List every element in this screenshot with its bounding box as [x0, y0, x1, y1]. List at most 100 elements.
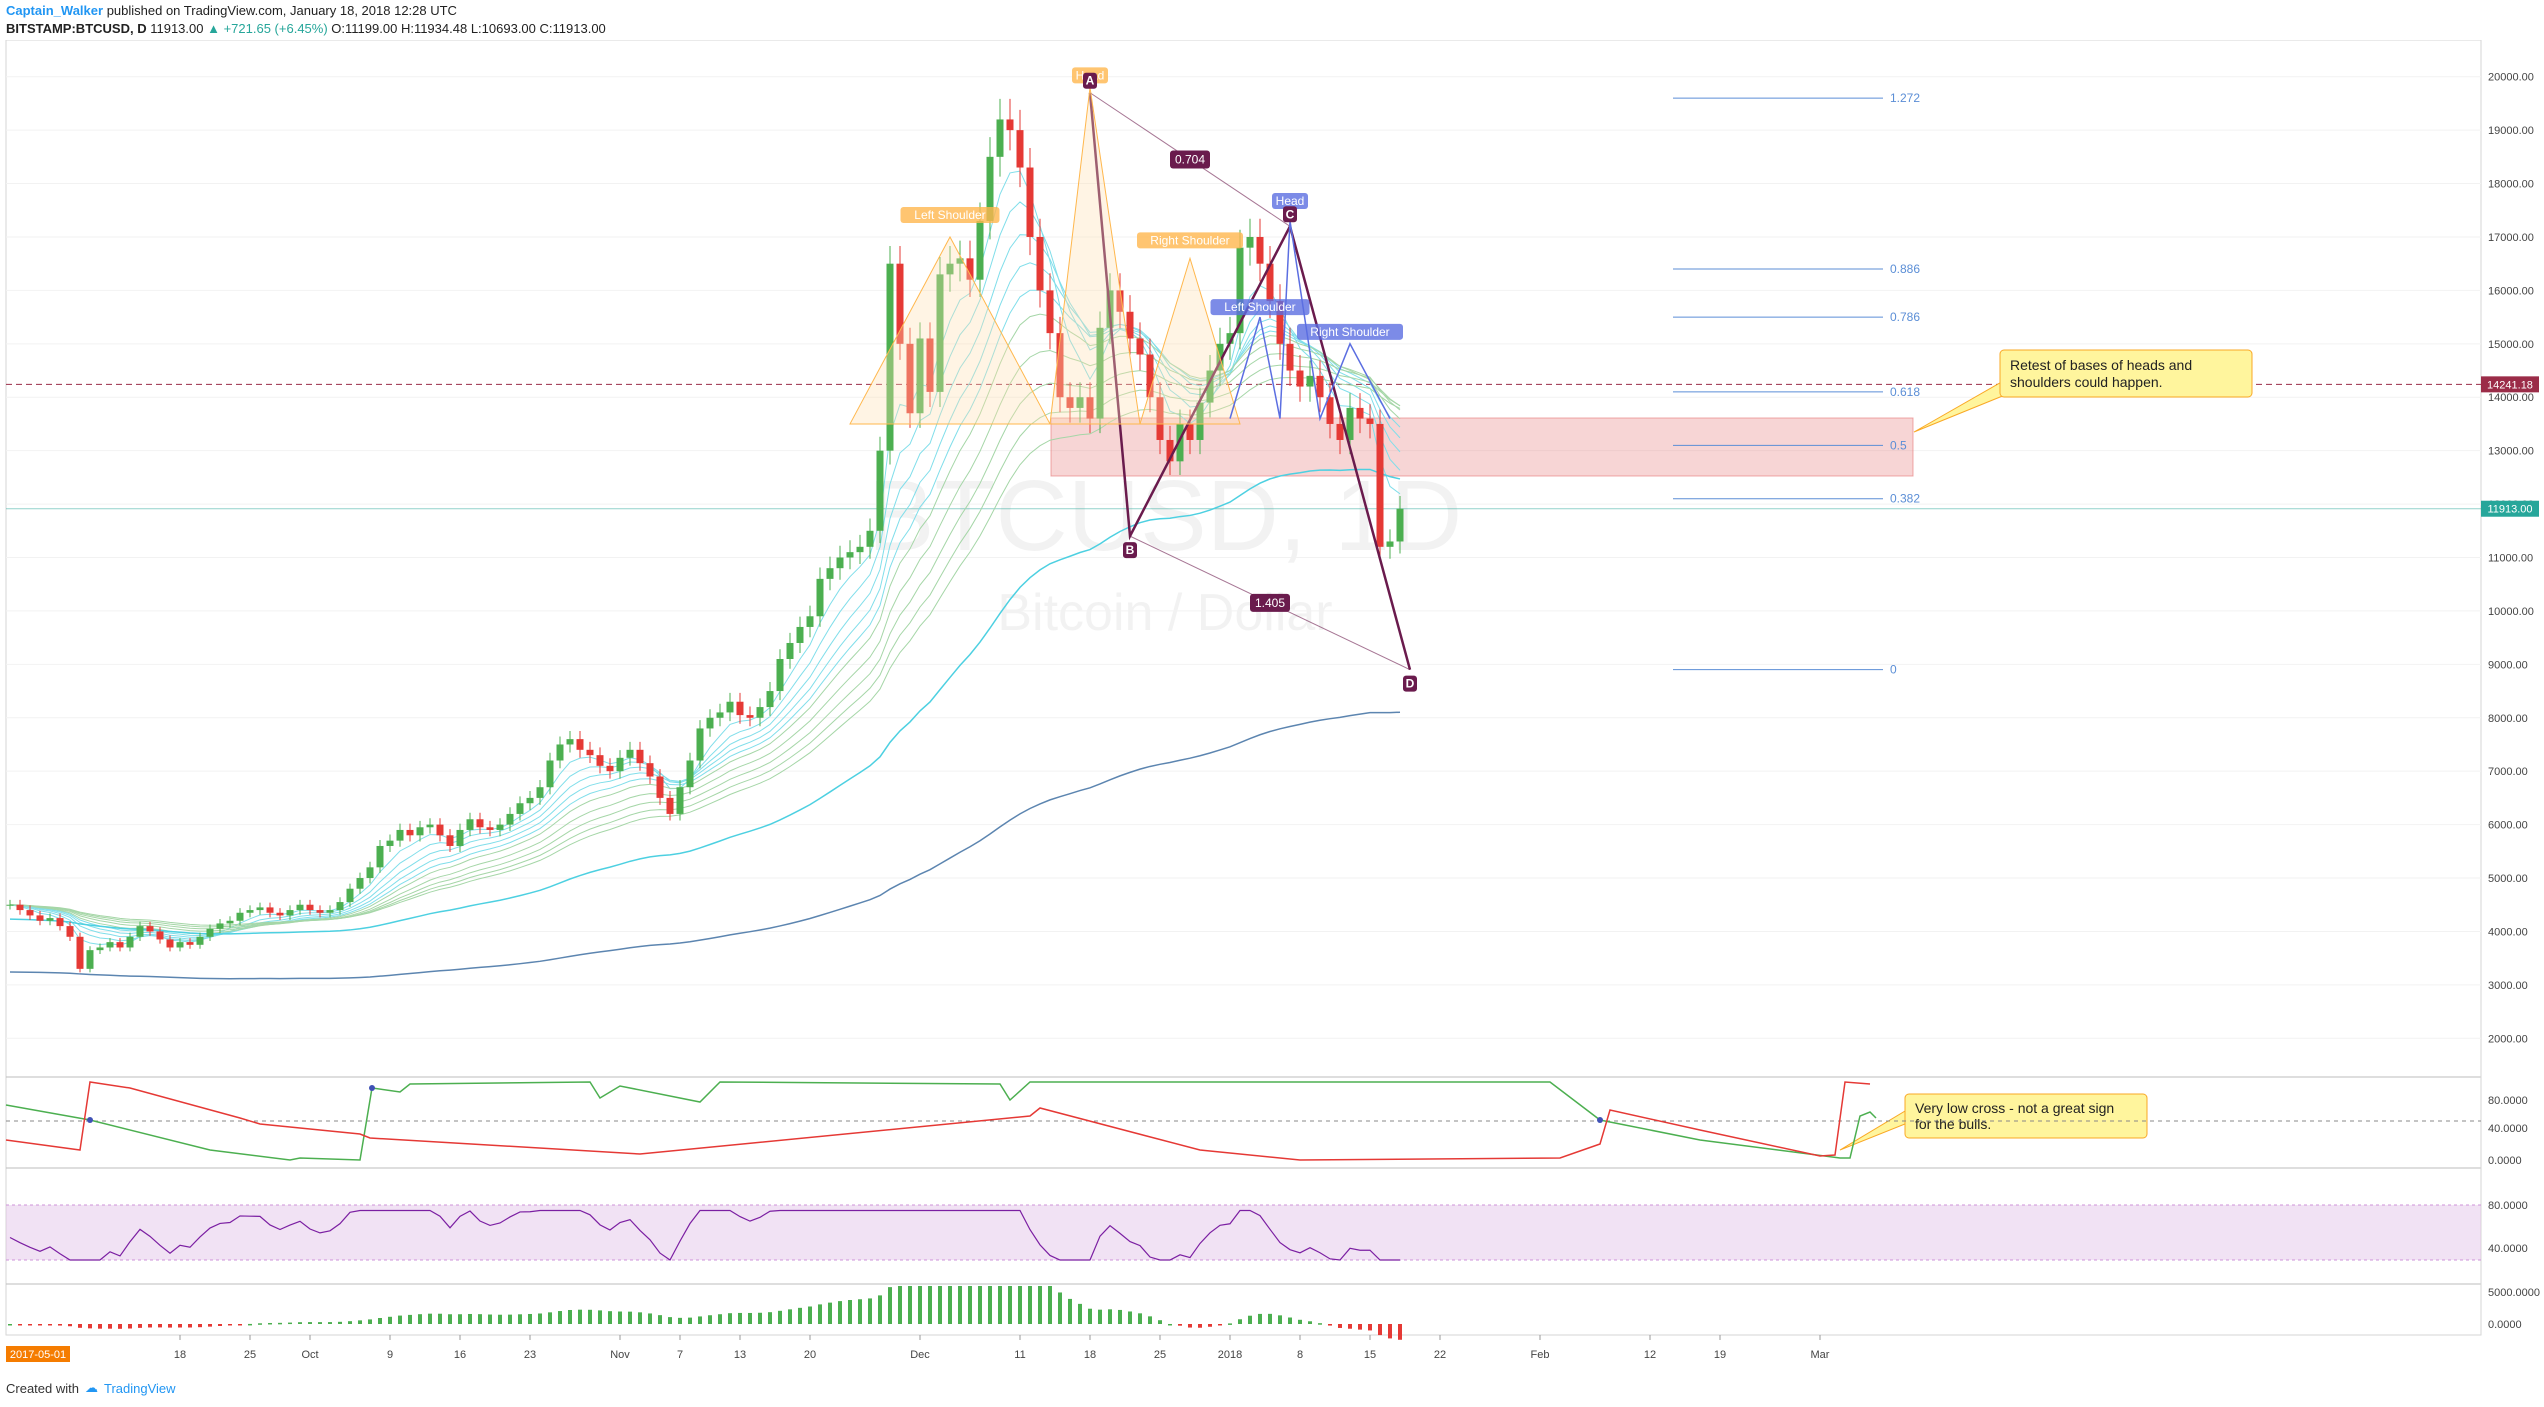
chart-canvas[interactable]: BTCUSD, 1D Bitcoin / Dollar 1.272 0.886 0.… — [0, 40, 2544, 1375]
ratio-label: 1.405 — [1255, 596, 1285, 610]
candle-body — [556, 744, 564, 761]
low-value: L:10693.00 — [470, 21, 536, 36]
symbol-label[interactable]: BITSTAMP:BTCUSD, D — [6, 21, 147, 36]
histogram-bar — [598, 1310, 602, 1324]
candle-body — [36, 915, 44, 921]
histogram-bar — [388, 1316, 392, 1324]
candle-body — [936, 274, 944, 392]
histogram-bar — [928, 1286, 932, 1324]
candle-body — [886, 263, 894, 451]
candle-body — [506, 813, 514, 825]
candle-body — [856, 546, 864, 553]
candle-body — [1226, 333, 1234, 344]
candle-body — [586, 749, 594, 756]
histogram-bar — [188, 1324, 192, 1328]
histogram-bar — [1228, 1323, 1232, 1325]
histogram-bar — [1178, 1324, 1182, 1326]
tradingview-link[interactable]: TradingView — [103, 1380, 176, 1396]
moving-average-ribbons — [9, 170, 1401, 980]
head-shape — [1049, 87, 1141, 425]
candle-body — [946, 263, 954, 275]
histogram-bar — [1258, 1313, 1262, 1324]
candle-body — [216, 923, 224, 929]
ma-line — [9, 364, 1401, 928]
candle-body — [1366, 418, 1374, 424]
candle-body — [106, 942, 114, 948]
candle-body — [716, 712, 724, 718]
created-with-label: Created with — [6, 1380, 79, 1396]
histogram-bar — [1308, 1321, 1312, 1324]
chart-frame — [5, 40, 2482, 1336]
histogram-bar — [408, 1314, 412, 1324]
candle-body — [1266, 263, 1274, 302]
x-tick-label: Feb — [1531, 1349, 1550, 1361]
candle-body — [486, 827, 494, 830]
candle-body — [676, 787, 684, 814]
histogram-bar — [1278, 1315, 1282, 1324]
histogram-bar — [1328, 1324, 1332, 1326]
pane-y-tick-label: 80.0000 — [2488, 1200, 2528, 1212]
callout-low-cross: Very low cross - not a great sign for th… — [1839, 1093, 2148, 1151]
histogram-bar — [548, 1312, 552, 1324]
y-tick-label: 13000.00 — [2488, 446, 2534, 458]
histogram-bar — [1208, 1324, 1212, 1327]
candle-body — [796, 626, 804, 643]
ma-long-line — [9, 468, 1401, 935]
histogram-bar — [1068, 1298, 1072, 1324]
rsi-pane — [6, 1204, 2481, 1261]
histogram-pane — [8, 1286, 1402, 1340]
histogram-bar — [588, 1309, 592, 1324]
histogram-bar — [518, 1314, 522, 1324]
histogram-bar — [898, 1286, 902, 1324]
histogram-bar — [1388, 1324, 1392, 1339]
histogram-bar — [328, 1322, 332, 1324]
histogram-bar — [1128, 1311, 1132, 1324]
y-tick-label: 3000.00 — [2488, 980, 2528, 992]
x-tick-label: 23 — [524, 1349, 536, 1361]
pane-y-tick-label: 5000.0000 — [2488, 1287, 2540, 1299]
histogram-bar — [738, 1312, 742, 1324]
histogram-bar — [138, 1324, 142, 1328]
candle-body — [596, 755, 604, 766]
candle-body — [16, 904, 24, 911]
price-label-text: 11913.00 — [2487, 504, 2532, 516]
histogram-bar — [758, 1312, 762, 1324]
candle-body — [756, 707, 764, 718]
candle-body — [546, 760, 554, 788]
histogram-bar — [718, 1314, 722, 1324]
x-tick-label: Nov — [610, 1349, 630, 1361]
candle-body — [1146, 354, 1154, 398]
histogram-bar — [1248, 1315, 1252, 1324]
histogram-bar — [58, 1324, 62, 1326]
candle-body — [766, 691, 774, 708]
candle-body — [736, 701, 744, 716]
candle-body — [336, 902, 344, 911]
pattern-label: Left Shoulder — [1224, 300, 1295, 314]
histogram-bar — [1288, 1317, 1292, 1324]
date-badge-text: 2017-05-01 — [10, 1349, 66, 1361]
candle-body — [1276, 301, 1284, 344]
pane-y-tick-label: 40.0000 — [2488, 1123, 2528, 1135]
ratio-label-bg — [1170, 150, 1210, 169]
pattern-label: Left Shoulder — [914, 208, 985, 222]
high-value: H:11934.48 — [400, 21, 468, 36]
ma-line — [9, 313, 1401, 935]
histogram-bar — [888, 1287, 892, 1324]
candle-body — [96, 947, 104, 951]
histogram-bar — [1338, 1324, 1342, 1328]
histogram-bar — [1078, 1303, 1082, 1324]
candle-body — [56, 918, 64, 927]
histogram-bar — [788, 1309, 792, 1324]
histogram-bar — [378, 1318, 382, 1324]
histogram-bar — [1108, 1309, 1112, 1324]
histogram-bar — [648, 1313, 652, 1324]
fib-label: 0.618 — [1890, 385, 1920, 399]
point-label-bg — [1403, 675, 1417, 692]
author-link[interactable]: Captain_Walker — [6, 3, 104, 18]
y-tick-label: 15000.00 — [2488, 339, 2534, 351]
price-change: ▲ +721.65 (+6.45%) — [207, 21, 328, 36]
candle-body — [266, 907, 274, 913]
candle-body — [196, 936, 204, 945]
harmonic-pattern: Left Shoulder Head Right Shoulder Left Shou… — [849, 67, 1417, 692]
left-shoulder-shape — [849, 235, 1051, 425]
